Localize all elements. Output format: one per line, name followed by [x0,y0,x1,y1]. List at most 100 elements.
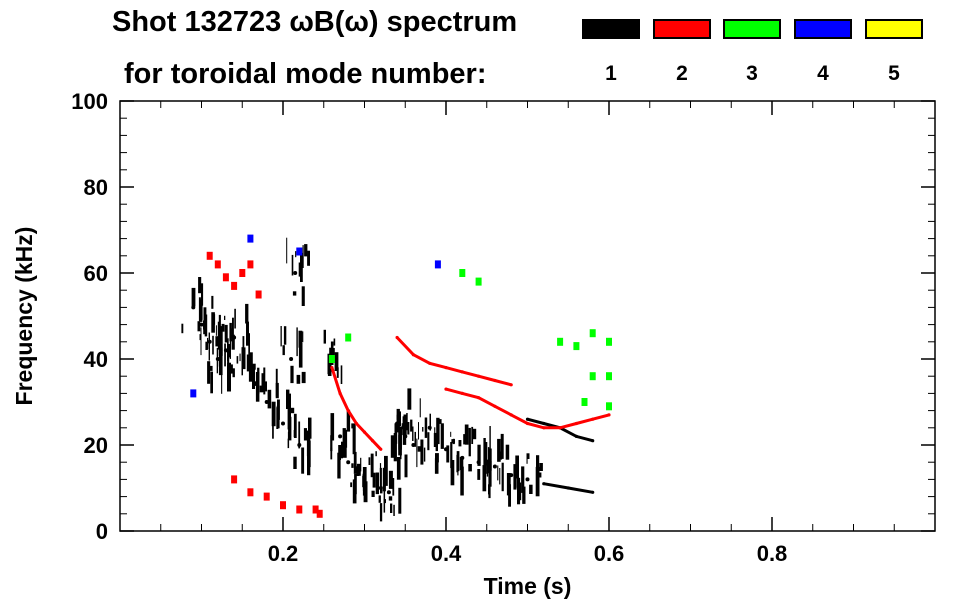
chart-title-line-1: Shot 132723 ωB(ω) spectrum [112,6,518,38]
spectrogram-marks [181,234,612,522]
spectral-streak [440,423,444,449]
spectral-streak [204,314,208,337]
spectral-streak [351,463,354,468]
spectral-streak [304,244,308,257]
spectral-streak [371,490,375,497]
spectral-streak [529,484,533,494]
spectral-streak [459,456,464,471]
spectral-streak [224,315,226,320]
spectral-streak [433,432,438,447]
spectral-streak [201,293,203,305]
spectral-streak [199,334,201,341]
series-mode-2 [231,475,323,518]
data-point [589,372,596,381]
spectral-streak [323,329,326,344]
data-point [232,335,237,340]
spectral-streak [392,478,395,496]
spectral-streak [508,484,511,507]
spectral-streak [272,419,274,439]
spectral-streak [427,432,430,451]
spectral-streak [450,460,455,486]
data-point [460,391,464,395]
spectral-streak [261,373,265,393]
data-point [428,361,432,365]
spectral-streak [291,254,294,276]
spectral-streak [198,277,202,294]
spectral-streak [334,352,339,371]
data-point [362,473,367,478]
spectral-streak [231,334,235,350]
spectral-streak [513,464,517,490]
legend-swatch-mode-1 [582,19,640,39]
spectral-streak [259,385,264,393]
data-point [214,260,221,269]
data-point [606,337,612,346]
data-point [206,251,213,260]
data-point [191,305,196,310]
spectral-streak [368,457,371,465]
data-point [492,464,497,469]
y-tick-label: 100 [71,89,108,114]
spectral-streak [218,326,223,356]
spectral-streak [218,356,221,367]
data-point [247,488,254,497]
spectral-streak [229,334,231,359]
spectral-streak [221,323,225,332]
y-tick-label: 40 [84,347,108,372]
spectral-streak [463,434,466,445]
spectral-streak [434,458,439,474]
data-point [573,342,580,351]
data-point [509,383,513,387]
spectral-streak [302,331,304,343]
legend-swatch-mode-4 [794,19,852,39]
data-point [395,335,399,340]
spectral-streak [393,504,395,516]
spectral-streak [292,291,297,296]
spectral-streak [453,438,455,445]
spectral-streak [380,489,383,494]
spectral-streak [301,371,306,384]
data-point [525,477,530,482]
x-tick-label: 0.8 [757,541,788,566]
spectral-streak [498,451,503,460]
data-point [330,366,334,370]
spectral-streak [232,368,235,378]
spectral-streak [229,322,232,342]
spectral-streak [227,338,229,355]
spectral-streak [203,310,206,325]
data-point [509,413,513,417]
spectral-streak [224,324,228,343]
spectral-streak [340,365,343,384]
spectral-streak [483,438,486,468]
data-point [475,277,482,286]
series-mode-3 [328,269,612,411]
spectral-streak [375,451,377,457]
plot-area-frame [119,100,936,532]
spectral-streak [255,372,260,402]
spectral-streak [336,367,339,378]
spectral-streak [293,456,297,469]
spectral-streak [267,389,272,409]
spectral-streak [450,431,452,437]
spectral-streak [330,341,334,365]
spectral-streak [212,335,214,355]
spectral-streak [289,393,291,417]
spectral-streak [517,477,521,505]
data-point [345,333,352,342]
data-point [525,421,530,426]
data-point [589,329,596,338]
spectral-streak [212,314,216,325]
spectral-streak [417,446,422,452]
spectral-streak [298,343,303,368]
legend-swatch-mode-3 [723,19,781,39]
spectral-streak [191,287,196,307]
data-point [411,353,415,357]
spectral-streak [295,251,297,258]
spectral-streak [464,424,469,445]
data-point [293,271,298,275]
data-point [558,426,562,430]
data-point [542,421,546,426]
spectral-streak [330,413,335,441]
spectral-streak [239,353,241,362]
spectral-streak [338,445,341,460]
